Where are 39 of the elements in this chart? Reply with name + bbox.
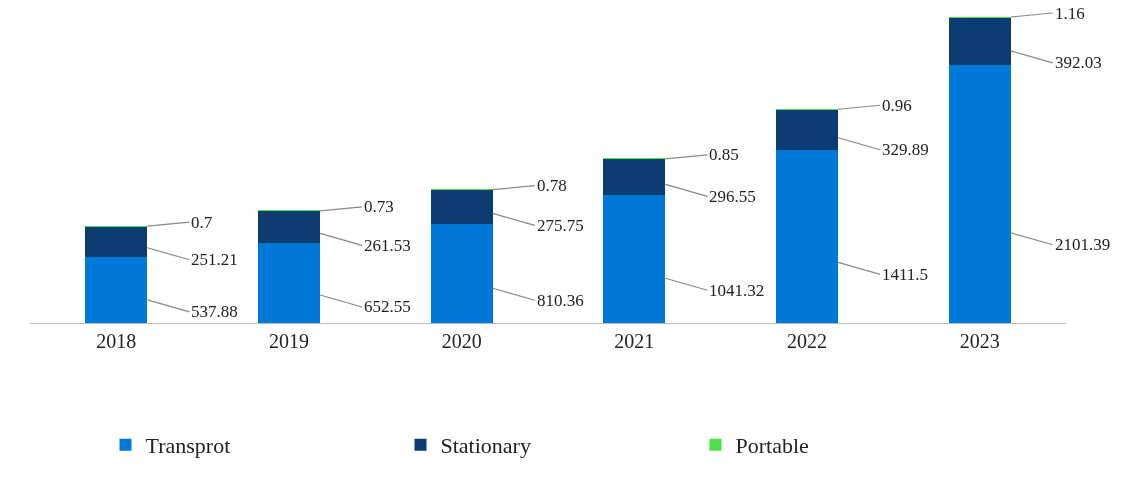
bar xyxy=(775,109,839,150)
data-label: 392.03 xyxy=(1055,53,1102,72)
data-label: 537.88 xyxy=(191,302,238,321)
bar xyxy=(948,17,1011,66)
bar xyxy=(603,158,666,196)
x-tick-label: 2019 xyxy=(269,330,309,352)
data-label: 0.85 xyxy=(709,145,739,164)
bar xyxy=(603,195,666,323)
data-label: 329.89 xyxy=(882,140,929,159)
x-tick-label: 2023 xyxy=(959,330,1000,352)
data-label: 1041.32 xyxy=(709,281,765,300)
bar xyxy=(775,149,839,323)
data-label: 261.53 xyxy=(364,236,411,255)
bar xyxy=(257,242,321,323)
bar xyxy=(85,257,148,323)
legend-label: Portable xyxy=(735,433,809,459)
bar xyxy=(430,223,493,323)
data-label: 1.16 xyxy=(1055,4,1085,23)
data-label: 810.36 xyxy=(537,291,584,310)
data-label: 2101.39 xyxy=(1055,235,1111,254)
bar xyxy=(430,189,493,224)
data-label: 275.75 xyxy=(537,216,584,235)
data-label: 0.7 xyxy=(191,213,213,232)
data-label: 251.21 xyxy=(191,250,238,269)
data-label: 1411.5 xyxy=(882,265,929,284)
legend-label: Transprot xyxy=(145,433,231,459)
x-tick-label: 2021 xyxy=(614,330,655,352)
data-label: 0.73 xyxy=(364,197,394,216)
legend-label: Stationary xyxy=(440,433,531,459)
data-label: 296.55 xyxy=(709,187,756,206)
data-label: 0.96 xyxy=(882,96,912,115)
data-label: 0.78 xyxy=(537,176,567,195)
x-tick-label: 2018 xyxy=(96,330,137,352)
bar xyxy=(257,210,321,243)
x-tick-label: 2022 xyxy=(787,330,827,352)
bar xyxy=(85,226,148,258)
bar xyxy=(948,65,1011,323)
data-label: 652.55 xyxy=(364,297,411,316)
x-tick-label: 2020 xyxy=(441,330,482,352)
